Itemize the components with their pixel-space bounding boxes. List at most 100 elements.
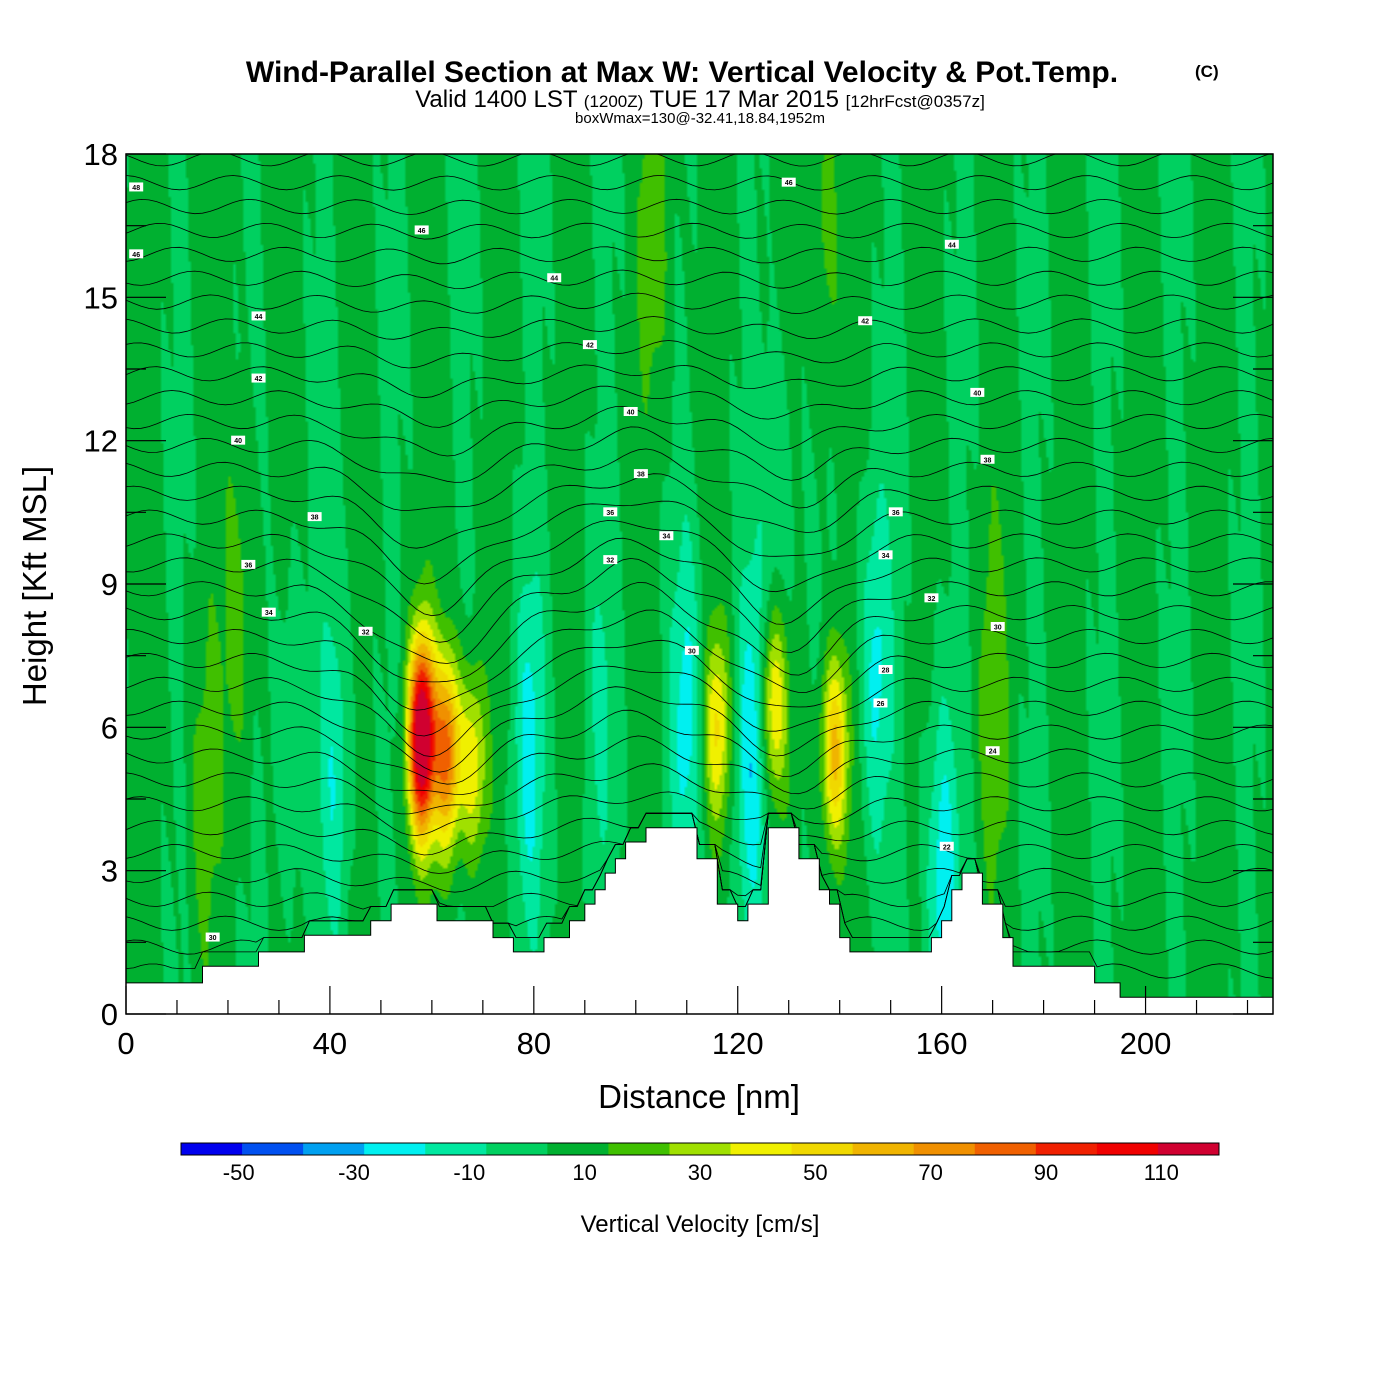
svg-text:38: 38 [311, 515, 319, 522]
theta-label: 46 [781, 177, 796, 187]
theta-contour [126, 639, 1273, 737]
svg-text:26: 26 [877, 701, 885, 708]
theta-label: 32 [924, 593, 939, 603]
theta-contour [126, 340, 1273, 369]
y-tick-label: 12 [84, 424, 118, 459]
svg-text:36: 36 [244, 562, 252, 569]
theta-contour [126, 812, 1273, 856]
terrain [126, 827, 1273, 1014]
theta-label: 46 [414, 225, 429, 235]
svg-text:32: 32 [362, 629, 370, 636]
svg-text:44: 44 [948, 242, 956, 249]
theta-label: 42 [251, 373, 266, 383]
theta-label: 40 [970, 387, 985, 397]
theta-contour [126, 537, 1273, 643]
theta-contour [126, 763, 1273, 815]
theta-contour [126, 581, 1273, 683]
svg-text:28: 28 [882, 668, 890, 675]
theta-label: 40 [623, 407, 638, 417]
x-axis: 0 40 80 120 160 200 [117, 986, 1249, 1061]
svg-text:42: 42 [255, 376, 263, 383]
svg-text:42: 42 [861, 319, 869, 326]
svg-text:48: 48 [132, 185, 140, 192]
colorbar-swatch [364, 1143, 426, 1155]
colorbar-label: -10 [453, 1160, 485, 1185]
theta-contour [126, 735, 1273, 795]
svg-text:32: 32 [928, 596, 936, 603]
theta-label: 30 [684, 645, 699, 655]
theta-contour [126, 292, 1273, 315]
colorbar-swatch [913, 1143, 976, 1155]
chart-title: Wind-Parallel Section at Max W: Vertical… [246, 56, 1118, 89]
theta-contour [126, 686, 1273, 773]
colorbar-label: 30 [688, 1160, 712, 1185]
theta-label: 36 [888, 507, 903, 517]
colorbar-label: 50 [803, 1160, 827, 1185]
theta-label: 30 [205, 932, 220, 942]
colorbar-label: 10 [572, 1160, 596, 1185]
colorbar-swatch [303, 1143, 365, 1155]
theta-label: 30 [990, 622, 1005, 632]
x-tick-label: 120 [712, 1026, 764, 1061]
colorbar-swatch [974, 1143, 1037, 1155]
theta-contour [126, 222, 1273, 240]
theta-label: 42 [858, 316, 873, 326]
theta-label: 38 [633, 469, 648, 479]
y-tick-label: 15 [84, 280, 118, 315]
theta-contour [126, 448, 1273, 511]
svg-text:34: 34 [882, 553, 890, 560]
x-tick-label: 40 [313, 1026, 347, 1061]
theta-contour [126, 385, 1273, 428]
y-tick-label: 18 [84, 137, 118, 172]
theta-contour [126, 269, 1273, 290]
svg-text:40: 40 [973, 390, 981, 397]
x-tick-label: 0 [117, 1026, 134, 1061]
theta-contour [126, 520, 1273, 617]
svg-text:38: 38 [637, 472, 645, 479]
colorbar-swatch [1035, 1143, 1098, 1155]
theta-label: 36 [241, 559, 256, 569]
svg-text:30: 30 [688, 648, 696, 655]
svg-text:44: 44 [255, 314, 263, 321]
chart-subtitle-2: boxWmax=130@-32.41,18.84,1952m [575, 110, 825, 127]
svg-text:46: 46 [785, 180, 793, 187]
theta-contour [126, 364, 1273, 399]
svg-text:36: 36 [892, 510, 900, 517]
colorbar-swatch [669, 1143, 732, 1155]
svg-text:46: 46 [132, 252, 140, 259]
theta-label: 32 [358, 626, 373, 636]
colorbar-label: -50 [223, 1160, 255, 1185]
y-axis-label: Height [Kft MSL] [16, 466, 53, 706]
y-tick-label: 6 [101, 710, 118, 745]
theta-contour [126, 709, 1273, 785]
y-tick-label: 0 [101, 997, 118, 1032]
colorbar-label: -30 [338, 1160, 370, 1185]
theta-label: 28 [878, 665, 893, 675]
theta-label: 46 [129, 249, 144, 259]
theta-label: 34 [878, 550, 893, 560]
theta-label: 36 [603, 507, 618, 517]
theta-contour [126, 473, 1273, 549]
colorbar-label: 70 [918, 1160, 942, 1185]
theta-label: 44 [251, 311, 266, 321]
subtitle-date: TUE 17 Mar 2015 [650, 86, 839, 113]
theta-contour [126, 500, 1273, 585]
svg-text:40: 40 [627, 410, 635, 417]
theta-contour [126, 198, 1273, 216]
theta-contour [126, 812, 1273, 874]
x-axis-label: Distance [nm] [598, 1078, 800, 1115]
theta-label: 48 [129, 182, 144, 192]
theta-contour [126, 316, 1273, 340]
theta-label: 32 [603, 555, 618, 565]
colorbar-label: 90 [1034, 1160, 1058, 1185]
theta-contour [126, 174, 1273, 191]
svg-text:42: 42 [586, 343, 594, 350]
theta-label: 40 [231, 435, 246, 445]
svg-text:38: 38 [984, 457, 992, 464]
colorbar-swatch [547, 1143, 609, 1155]
theta-label: 44 [547, 273, 562, 283]
theta-contour [126, 609, 1273, 711]
theta-contour [126, 791, 1273, 836]
colorbar-swatch [425, 1143, 487, 1155]
